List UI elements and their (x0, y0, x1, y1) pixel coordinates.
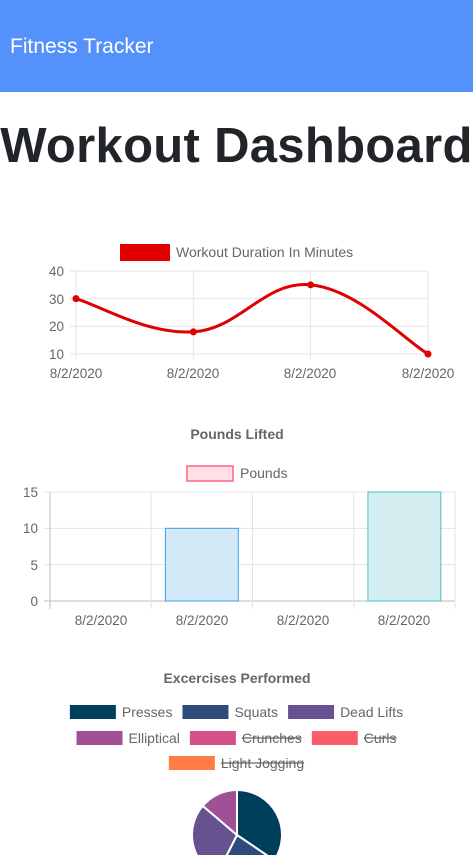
pounds-y-ticks: 15 10 5 0 (23, 485, 38, 609)
pounds-y-tick: 0 (30, 594, 38, 609)
exercises-legend-item[interactable]: Squats (182, 704, 278, 720)
exercises-legend-label: Dead Lifts (340, 704, 403, 720)
duration-x-tick: 8/2/2020 (284, 366, 337, 381)
duration-data-point[interactable] (189, 328, 197, 336)
exercises-legend-item[interactable]: Presses (69, 704, 173, 720)
exercises-chart: Excercises Performed Presses Squats Dead L… (69, 670, 403, 855)
pounds-x-tick: 8/2/2020 (176, 613, 229, 628)
duration-x-ticks: 8/2/2020 8/2/2020 8/2/2020 8/2/2020 (50, 366, 455, 381)
pounds-x-tick: 8/2/2020 (378, 613, 431, 628)
exercises-legend-label: Squats (234, 704, 278, 720)
duration-legend-swatch (120, 244, 170, 261)
duration-y-tick: 40 (49, 264, 64, 279)
duration-legend[interactable]: Workout Duration In Minutes (120, 244, 353, 261)
duration-grid (70, 270, 429, 360)
exercises-legend-item[interactable]: Dead Lifts (288, 704, 403, 720)
exercises-pie-slice[interactable] (201, 788, 238, 838)
pounds-y-tick: 15 (23, 485, 38, 500)
exercises-legend-swatch (311, 731, 358, 745)
duration-y-tick: 20 (49, 319, 64, 334)
pounds-bar[interactable] (367, 491, 442, 602)
exercises-pie (191, 788, 283, 855)
pounds-bars (164, 491, 442, 602)
pounds-x-tick: 8/2/2020 (75, 613, 128, 628)
navbar-brand[interactable]: Fitness Tracker (10, 35, 154, 58)
duration-points (72, 281, 432, 358)
pounds-y-tick: 5 (30, 558, 38, 573)
exercises-legend-swatch (189, 731, 236, 745)
duration-y-tick: 30 (49, 292, 64, 307)
duration-data-point[interactable] (307, 281, 315, 289)
pounds-chart-title: Pounds Lifted (190, 426, 283, 442)
exercises-legend-item[interactable]: Curls (311, 730, 397, 746)
duration-y-tick: 10 (49, 347, 64, 362)
pounds-x-ticks: 8/2/2020 8/2/2020 8/2/2020 8/2/2020 (75, 613, 431, 628)
exercises-legend: Presses Squats Dead Lifts Elliptical Crunche… (69, 704, 403, 771)
pounds-y-tick: 10 (23, 521, 38, 536)
exercises-legend-swatch (69, 705, 116, 719)
exercises-legend-swatch (182, 705, 229, 719)
exercises-pie-slice[interactable] (191, 804, 239, 855)
exercises-legend-item[interactable]: Light Jogging (168, 755, 305, 771)
duration-legend-label: Workout Duration In Minutes (176, 244, 353, 260)
exercises-legend-swatch (168, 756, 215, 770)
exercises-legend-swatch (76, 731, 123, 745)
exercises-legend-swatch (288, 705, 335, 719)
navbar: Fitness Tracker (0, 0, 473, 92)
duration-y-ticks: 40 30 20 10 (49, 264, 64, 362)
exercises-legend-label: Presses (122, 704, 173, 720)
exercises-chart-title: Excercises Performed (163, 670, 310, 686)
pounds-legend-label: Pounds (240, 465, 287, 481)
pounds-chart: Pounds Lifted Pounds 15 10 5 0 8/2/2020 … (23, 426, 456, 628)
duration-x-tick: 8/2/2020 (167, 366, 220, 381)
pounds-legend[interactable]: Pounds (186, 465, 287, 482)
pounds-x-tick: 8/2/2020 (277, 613, 330, 628)
exercises-legend-item[interactable]: Crunches (189, 730, 302, 746)
pounds-bar[interactable] (164, 527, 239, 602)
duration-x-tick: 8/2/2020 (50, 366, 103, 381)
duration-chart: Workout Duration In Minutes 40 30 20 10 … (49, 244, 455, 381)
exercises-legend-label: Elliptical (129, 730, 180, 746)
duration-x-tick: 8/2/2020 (402, 366, 455, 381)
duration-data-point[interactable] (72, 295, 80, 303)
duration-data-point[interactable] (424, 350, 432, 358)
page-title: Workout Dashboard (0, 119, 473, 173)
exercises-legend-item[interactable]: Elliptical (76, 730, 180, 746)
duration-series-line (75, 283, 429, 356)
pounds-legend-swatch (186, 465, 234, 482)
